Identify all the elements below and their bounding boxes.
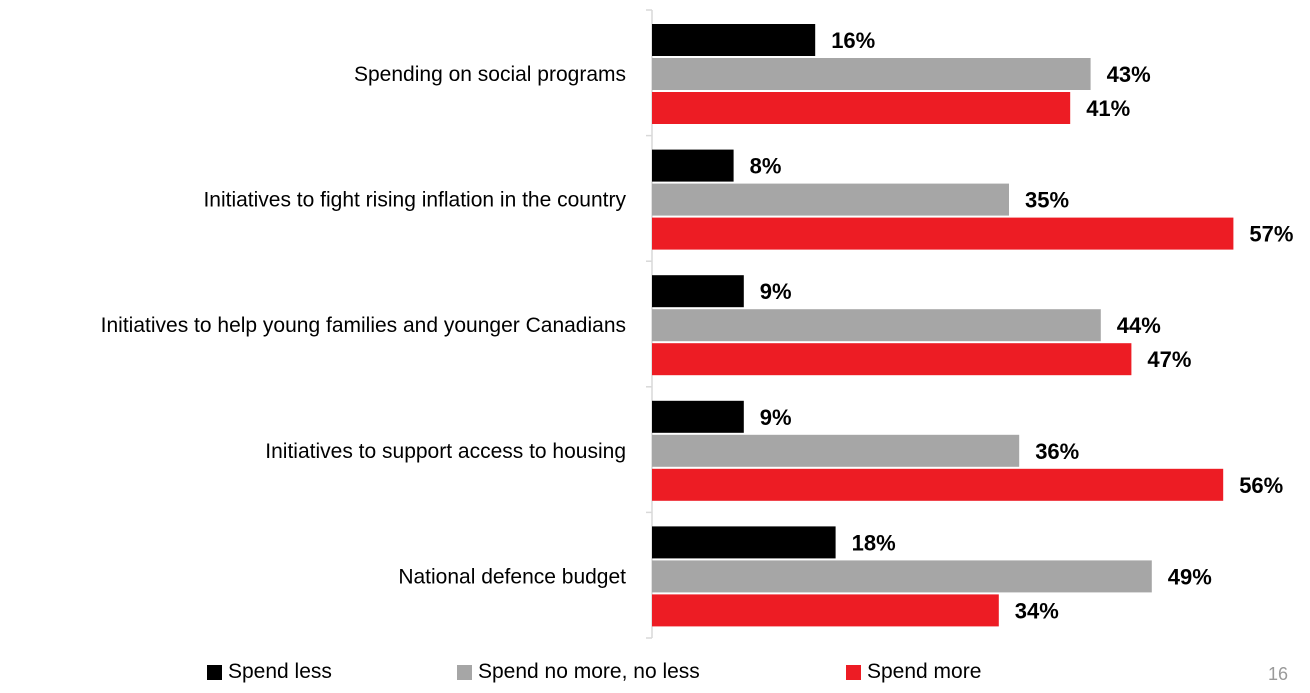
data-label: 41% [1086,96,1130,121]
category-label: Initiatives to support access to housing [265,440,626,463]
data-label: 35% [1025,188,1069,213]
category-label: Spending on social programs [354,63,626,86]
data-label: 16% [831,28,875,53]
page-number: 16 [1267,664,1288,684]
data-label: 49% [1168,564,1212,589]
bar-spend-less [652,275,744,308]
legend-swatch-red [846,664,861,680]
legend-swatch-gray [457,664,472,680]
legend-swatch-black [207,664,222,680]
bar-series [652,24,1234,627]
bar-spend-less [652,24,816,56]
legend: Spend less Spend no more, no less Spend … [0,660,1100,693]
bar-spend-no-more-no-less [652,434,1020,467]
bar-spend-no-more-no-less [652,183,1009,216]
bar-spend-less [652,400,744,433]
bar-chart: Spending on social programs Initiatives t… [101,9,1294,639]
legend-item-spend-less: Spend less [207,660,332,684]
category-label: Initiatives to help young families and y… [101,314,626,337]
category-axis-ticks [646,9,652,639]
data-label: 43% [1107,62,1151,87]
data-label: 9% [760,405,792,430]
legend-label: Spend less [228,660,332,683]
data-label: 34% [1015,598,1059,623]
bar-spend-more [652,343,1132,376]
data-label: 36% [1035,439,1079,464]
data-label: 57% [1249,222,1293,247]
data-label: 56% [1239,473,1283,498]
legend-item-spend-more: Spend more [846,660,981,684]
bar-spend-less [652,526,836,559]
bar-spend-more [652,468,1224,501]
category-label: National defence budget [398,565,626,588]
legend-item-spend-no-more-no-less: Spend no more, no less [457,660,700,684]
data-labels: 16% 43% 41% 8% 35% 57% 9% 44% 47% 9% 36% 56% 18% 49% 3… [750,28,1294,623]
bar-spend-more [652,217,1234,250]
data-label: 8% [750,154,782,179]
bar-spend-more [652,92,1071,124]
bar-spend-no-more-no-less [652,309,1101,342]
category-label: Initiatives to fight rising inflation in… [203,189,626,212]
data-label: 44% [1117,313,1161,338]
bar-spend-less [652,149,734,182]
legend-label: Spend more [867,660,982,683]
data-label: 9% [760,279,792,304]
bar-spend-more [652,594,999,627]
data-label: 47% [1147,347,1191,372]
bar-spend-no-more-no-less [652,58,1091,90]
legend-label: Spend no more, no less [478,660,700,683]
data-label: 18% [852,530,896,555]
bar-spend-no-more-no-less [652,560,1152,593]
category-labels: Spending on social programs Initiatives t… [101,63,627,588]
